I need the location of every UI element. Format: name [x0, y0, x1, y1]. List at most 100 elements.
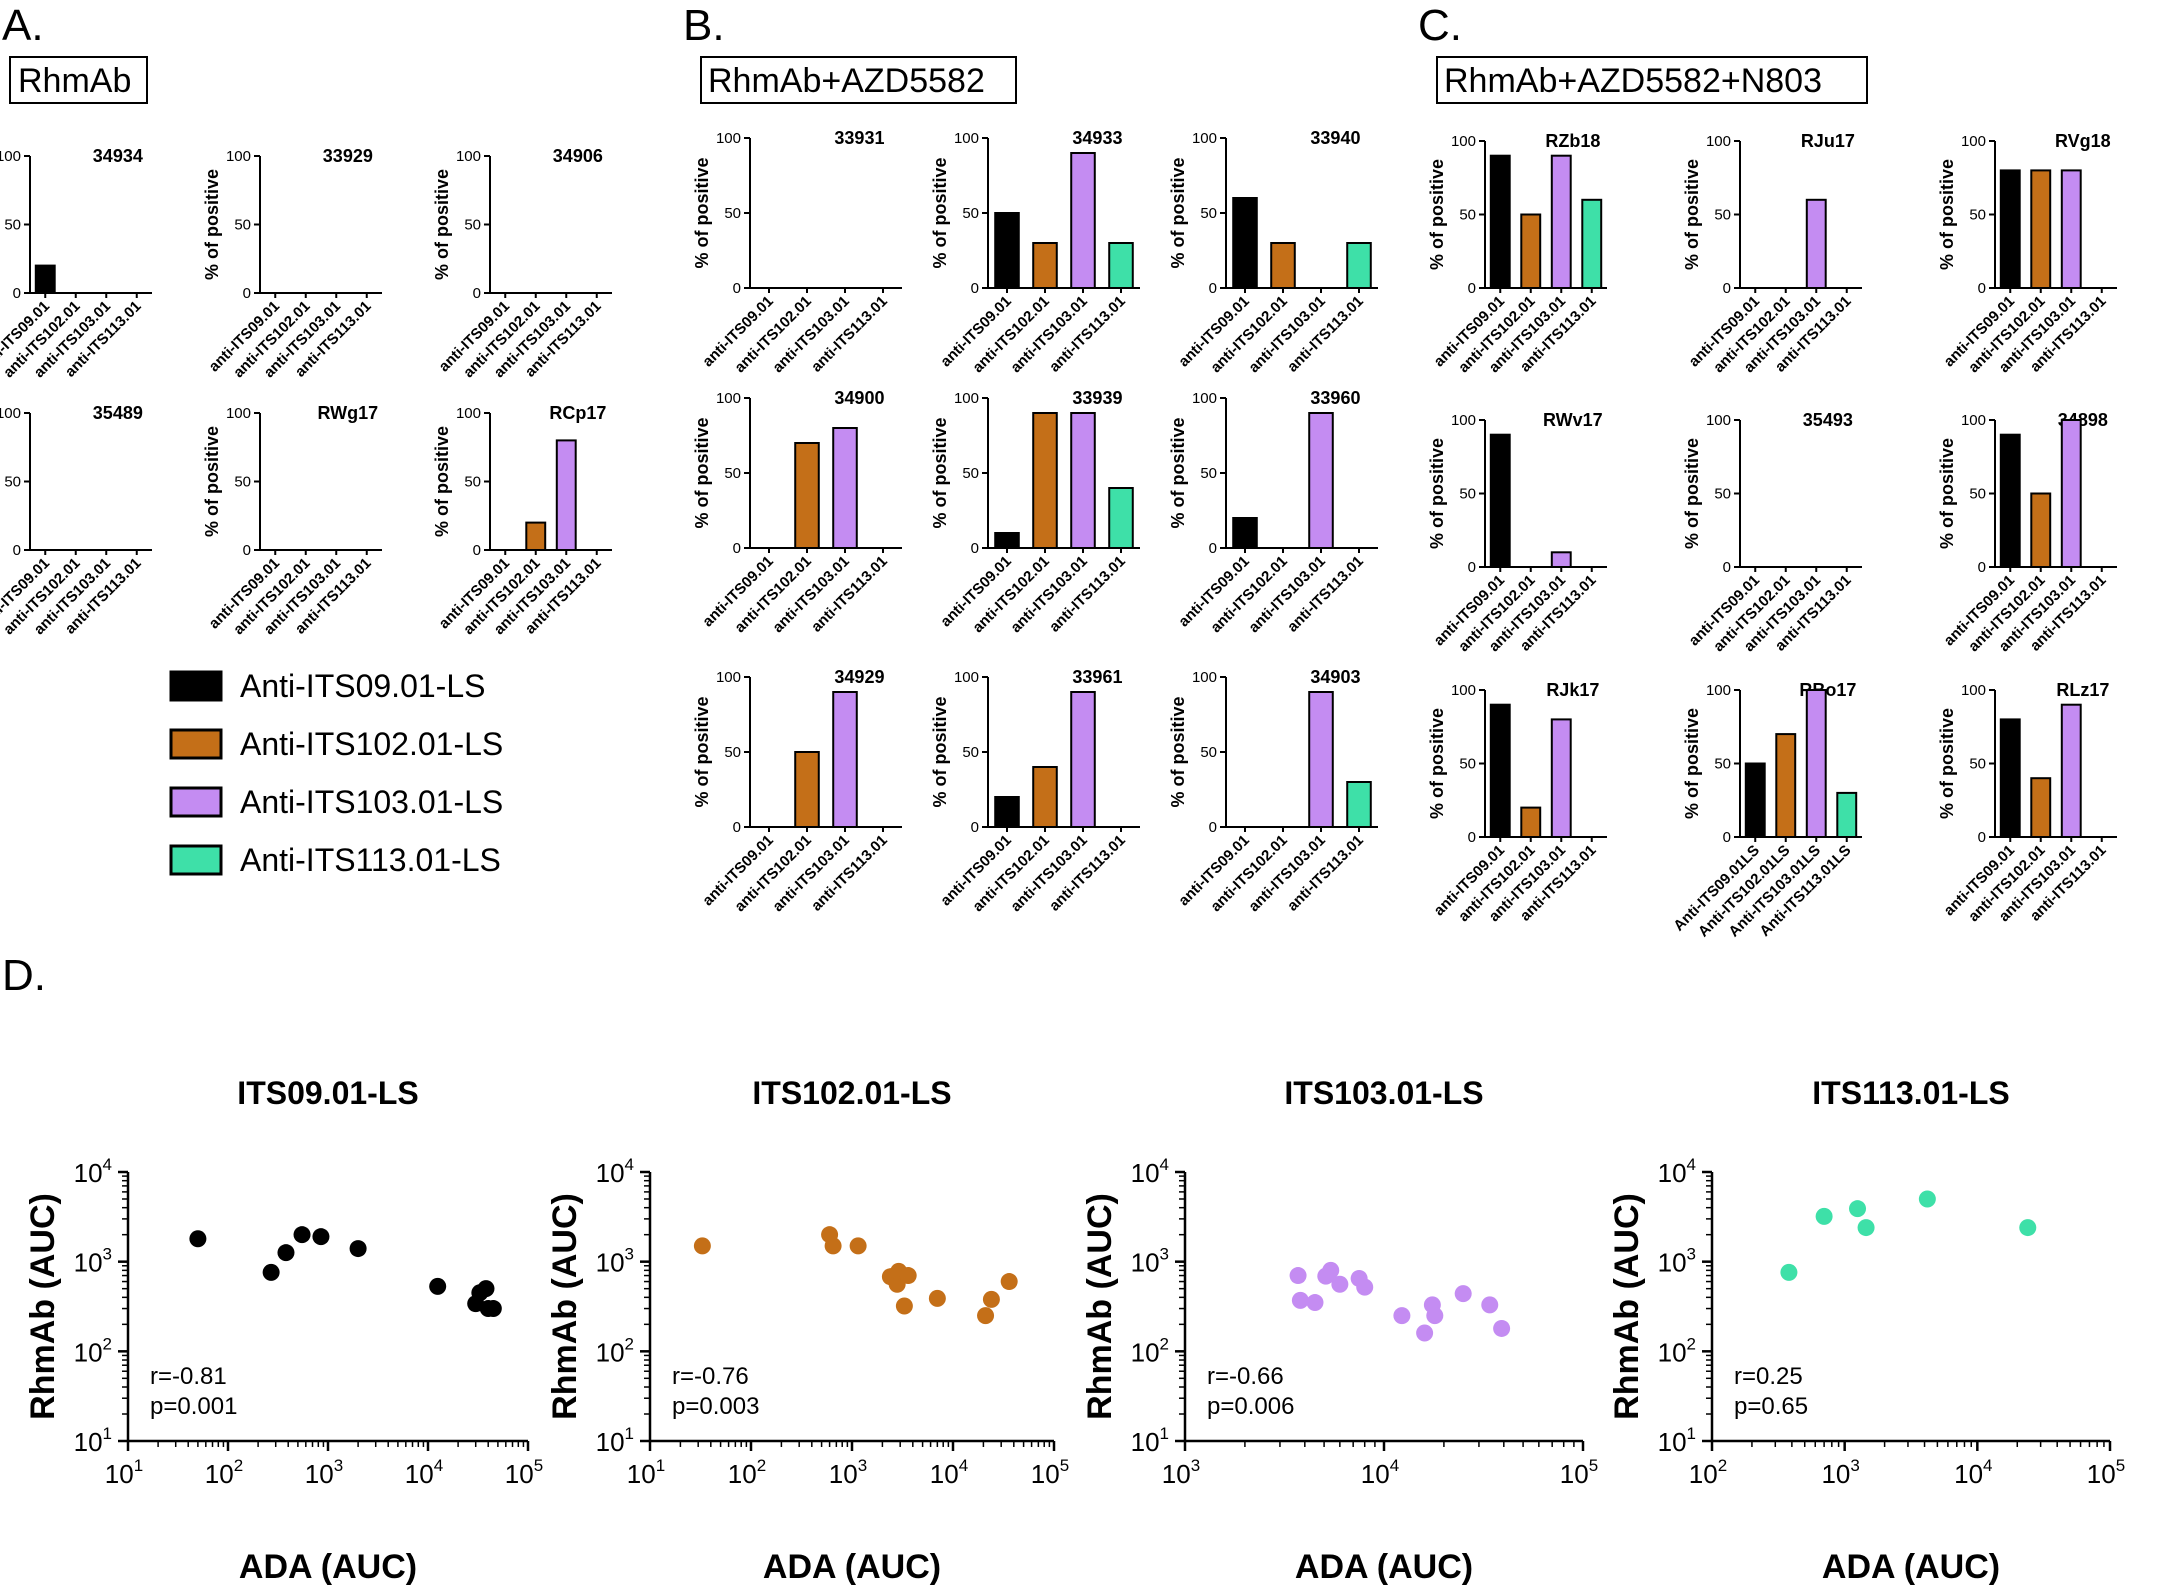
bar-anti-ITS103.01: [1805, 198, 1827, 289]
x-tick-label: 105: [2087, 1456, 2125, 1489]
bar-anti-ITS09.01: [1999, 718, 2021, 839]
bar-anti-ITS09.01: [1489, 433, 1511, 569]
correlation-r: r=0.25: [1734, 1363, 1803, 1390]
y-tick-label: 100: [1451, 412, 1476, 429]
x-tick-label: 104: [405, 1456, 443, 1489]
y-tick-label: 0: [733, 280, 741, 297]
y-axis-label: % of positive: [432, 426, 452, 537]
y-axis-label: % of positive: [432, 169, 452, 280]
y-axis-label: % of positive: [1427, 708, 1447, 819]
data-point: [477, 1280, 495, 1298]
y-axis-label: % of positive: [1682, 159, 1702, 270]
y-tick-label: 101: [74, 1424, 112, 1457]
chart-title: 34906: [553, 146, 603, 166]
chart-title: 33960: [1310, 388, 1360, 408]
chart-title: RJu17: [1801, 131, 1855, 151]
y-tick-label: 0: [1723, 280, 1731, 297]
data-point: [1493, 1319, 1511, 1337]
chart-title: 34903: [1310, 667, 1360, 687]
bar-anti-ITS102.01: [1032, 412, 1058, 549]
chart-title: 33940: [1310, 128, 1360, 148]
y-tick-label: 101: [1131, 1424, 1169, 1457]
legend-item: Anti-ITS113.01-LS: [169, 842, 501, 878]
scatter-title: ITS113.01-LS: [1812, 1075, 2009, 1111]
y-tick-label: 50: [724, 205, 741, 222]
y-tick-label: 0: [13, 542, 21, 559]
legend-item: Anti-ITS09.01-LS: [169, 668, 485, 704]
y-tick-label: 0: [1209, 819, 1217, 836]
y-axis-label: % of positive: [1168, 417, 1188, 528]
correlation-r: r=-0.66: [1207, 1363, 1284, 1390]
data-point: [1393, 1307, 1411, 1325]
data-point: [2019, 1219, 2037, 1237]
y-axis-label: RhmAb (AUC): [1081, 1193, 1119, 1420]
correlation-p: p=0.006: [1207, 1393, 1294, 1420]
data-point: [277, 1244, 295, 1262]
bar-anti-ITS09.01: [994, 532, 1020, 549]
chart-title: 35489: [93, 403, 143, 423]
y-tick-label: 100: [456, 148, 481, 165]
y-tick-label: 50: [234, 217, 251, 234]
bar-anti-ITS102.01: [1520, 806, 1542, 838]
bar-anti-ITS102.01: [2030, 777, 2052, 839]
legend-swatch: [169, 786, 223, 818]
x-axis-label: ADA (AUC): [239, 1548, 417, 1586]
panel-letter-a: A.: [2, 1, 44, 50]
y-tick-label: 50: [1200, 465, 1217, 482]
legend-label: Anti-ITS102.01-LS: [240, 726, 503, 762]
chart-title: 34929: [834, 667, 884, 687]
y-tick-label: 50: [4, 217, 21, 234]
y-tick-label: 50: [962, 744, 979, 761]
panel-b-box-label: RhmAb+AZD5582: [708, 62, 985, 100]
data-point: [484, 1300, 502, 1318]
panel-b-header: B. RhmAb+AZD5582: [683, 1, 1017, 104]
data-point: [429, 1277, 447, 1295]
y-tick-label: 103: [1131, 1245, 1169, 1278]
legend-swatch: [169, 670, 223, 702]
bar-anti-ITS103.01: [1070, 412, 1096, 549]
y-tick-label: 100: [226, 405, 251, 422]
panel-letter-c: C.: [1418, 1, 1462, 50]
data-point: [693, 1237, 711, 1255]
y-tick-label: 102: [74, 1334, 112, 1367]
bar-anti-ITS102.01: [1032, 766, 1058, 828]
scatter-title: ITS103.01-LS: [1284, 1075, 1483, 1111]
data-point: [262, 1263, 280, 1281]
legend-item: Anti-ITS102.01-LS: [169, 726, 503, 762]
bar-anti-ITS09.01: [1489, 703, 1511, 839]
data-point: [293, 1226, 311, 1244]
y-tick-label: 100: [716, 669, 741, 686]
legend-item: Anti-ITS103.01-LS: [169, 784, 503, 820]
y-axis-label: % of positive: [692, 696, 712, 807]
x-axis-label: ADA (AUC): [1822, 1548, 2000, 1586]
bar-anti-ITS102.01: [2030, 169, 2052, 289]
bar-anti-ITS09.01: [994, 796, 1020, 828]
correlation-p: p=0.003: [672, 1393, 759, 1420]
y-axis-label: % of positive: [692, 417, 712, 528]
data-point: [1000, 1273, 1018, 1291]
legend: Anti-ITS09.01-LS Anti-ITS102.01-LS Anti-IT…: [169, 668, 503, 878]
x-tick-label: 104: [1954, 1456, 1992, 1489]
x-tick-label: 103: [829, 1456, 867, 1489]
y-tick-label: 0: [1978, 559, 1986, 576]
y-tick-label: 102: [1131, 1334, 1169, 1367]
data-point: [1356, 1278, 1374, 1296]
panel-c-box-label: RhmAb+AZD5582+N803: [1444, 62, 1822, 100]
data-point: [1481, 1296, 1499, 1314]
chart-title: 35493: [1803, 410, 1853, 430]
y-tick-label: 0: [243, 285, 251, 302]
y-axis-label: % of positive: [1682, 438, 1702, 549]
